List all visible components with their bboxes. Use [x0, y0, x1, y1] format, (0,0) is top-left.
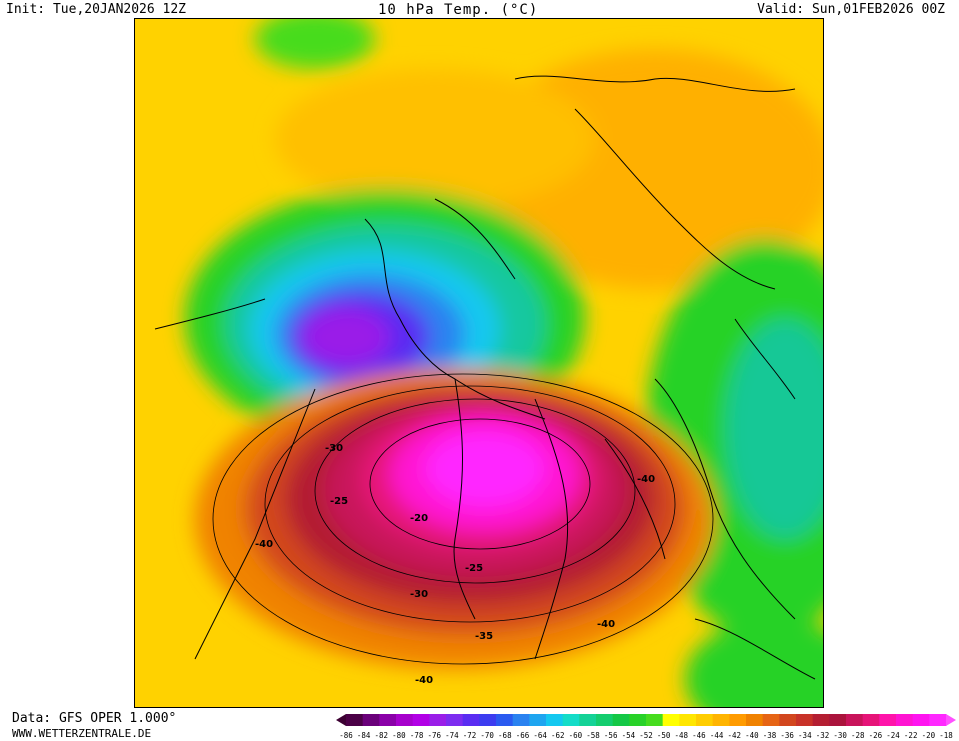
legend-tick-label: -64 [533, 731, 547, 740]
legend-tick-label: -34 [798, 731, 812, 740]
legend-swatch [779, 714, 797, 726]
website-credit: WWW.WETTERZENTRALE.DE [12, 727, 152, 740]
legend-tick-label: -22 [904, 731, 918, 740]
legend-tick-label: -72 [463, 731, 477, 740]
coastlines [154, 75, 816, 680]
legend-swatch [696, 714, 714, 726]
legend-ticks: -86 -84 -82 -80 -78 -76 -74 -72 -70 -68 -66 -64 -62-… [339, 731, 953, 740]
legend-swatch [562, 714, 580, 726]
legend-swatch [446, 714, 464, 726]
legend-tick-label: -48 [675, 731, 689, 740]
legend-swatch [929, 714, 947, 726]
legend-swatch [762, 714, 780, 726]
legend-swatch [546, 714, 564, 726]
legend-swatch [812, 714, 830, 726]
contour-label: -40 [597, 619, 615, 630]
legend-swatch [612, 714, 630, 726]
legend-swatch [746, 714, 764, 726]
contour-label: -30 [410, 589, 428, 600]
legend-swatch [396, 714, 414, 726]
init-time: Init: Tue,20JAN2026 12Z [6, 2, 187, 17]
legend-swatch [862, 714, 880, 726]
legend-max-arrow [946, 714, 956, 726]
legend-tick-label: -42 [727, 731, 741, 740]
legend-tick-label: -20 [922, 731, 936, 740]
contour-label-group: -30 -25 -20 -25 -30 -35 -40 -40 -40 -40 [255, 443, 655, 686]
legend-tick-label: -66 [516, 731, 530, 740]
color-legend: -86 -84 -82 -80 -78 -76 -74 -72 -70 -68 -66 -64 -62-… [336, 714, 956, 740]
temperature-field [185, 19, 823, 707]
legend-tick-label: -86 [339, 731, 353, 740]
legend-swatch [662, 714, 680, 726]
legend-swatch [429, 714, 447, 726]
legend-tick-label: -18 [939, 731, 953, 740]
contour-lines [212, 373, 714, 665]
legend-swatch [512, 714, 530, 726]
legend-tick-label: -56 [604, 731, 618, 740]
legend-tick-label: -24 [886, 731, 900, 740]
legend-tick-label: -80 [392, 731, 406, 740]
legend-tick-label: -58 [586, 731, 600, 740]
map-canvas: -30 -25 -20 -25 -30 -35 -40 -40 -40 -40 [135, 19, 823, 707]
legend-swatch [796, 714, 814, 726]
contour-label: -30 [325, 443, 343, 454]
legend-tick-label: -84 [357, 731, 371, 740]
valid-time: Valid: Sun,01FEB2026 00Z [757, 2, 945, 17]
legend-tick-label: -82 [375, 731, 389, 740]
legend-swatch [846, 714, 864, 726]
legend-swatch [462, 714, 480, 726]
legend-swatch [879, 714, 897, 726]
legend-tick-label: -68 [498, 731, 512, 740]
contour-label: -20 [410, 513, 428, 524]
legend-swatch [379, 714, 397, 726]
legend-tick-label: -36 [780, 731, 794, 740]
legend-tick-label: -78 [410, 731, 424, 740]
data-source: Data: GFS OPER 1.000° [12, 711, 177, 726]
legend-tick-label: -46 [692, 731, 706, 740]
map-title: 10 hPa Temp. (°C) [378, 2, 539, 18]
contour-label: -40 [255, 539, 273, 550]
legend-swatch [912, 714, 930, 726]
legend-tick-label: -28 [851, 731, 865, 740]
legend-tick-label: -44 [710, 731, 724, 740]
legend-tick-label: -60 [569, 731, 583, 740]
legend-tick-label: -70 [480, 731, 494, 740]
legend-swatch [529, 714, 547, 726]
legend-tick-label: -54 [622, 731, 636, 740]
legend-swatch [346, 714, 364, 726]
temperature-map: -30 -25 -20 -25 -30 -35 -40 -40 -40 -40 [134, 18, 824, 708]
legend-swatch [729, 714, 747, 726]
legend-swatch [596, 714, 614, 726]
legend-tick-label: -50 [657, 731, 671, 740]
legend-tick-label: -74 [445, 731, 459, 740]
legend-swatch [362, 714, 380, 726]
legend-tick-label: -26 [869, 731, 883, 740]
legend-swatch [679, 714, 697, 726]
legend-swatch [829, 714, 847, 726]
legend-swatch [896, 714, 914, 726]
legend-tick-label: -40 [745, 731, 759, 740]
contour-label: -25 [330, 496, 348, 507]
legend-tick-label: -52 [639, 731, 653, 740]
legend-tick-label: -76 [427, 731, 441, 740]
contour-label: -35 [475, 631, 493, 642]
legend-tick-label: -62 [551, 731, 565, 740]
legend-tick-label: -38 [763, 731, 777, 740]
legend-swatch [412, 714, 430, 726]
legend-tick-label: -30 [833, 731, 847, 740]
legend-swatch [496, 714, 514, 726]
contour-label: -40 [415, 675, 433, 686]
legend-swatch [712, 714, 730, 726]
legend-swatch [646, 714, 664, 726]
contour-label: -40 [637, 474, 655, 485]
legend-tick-label: -32 [816, 731, 830, 740]
legend-min-arrow [336, 714, 346, 726]
contour-label: -25 [465, 563, 483, 574]
legend-swatches [336, 714, 956, 726]
legend-swatch [479, 714, 497, 726]
legend-swatch [579, 714, 597, 726]
legend-swatch [629, 714, 647, 726]
